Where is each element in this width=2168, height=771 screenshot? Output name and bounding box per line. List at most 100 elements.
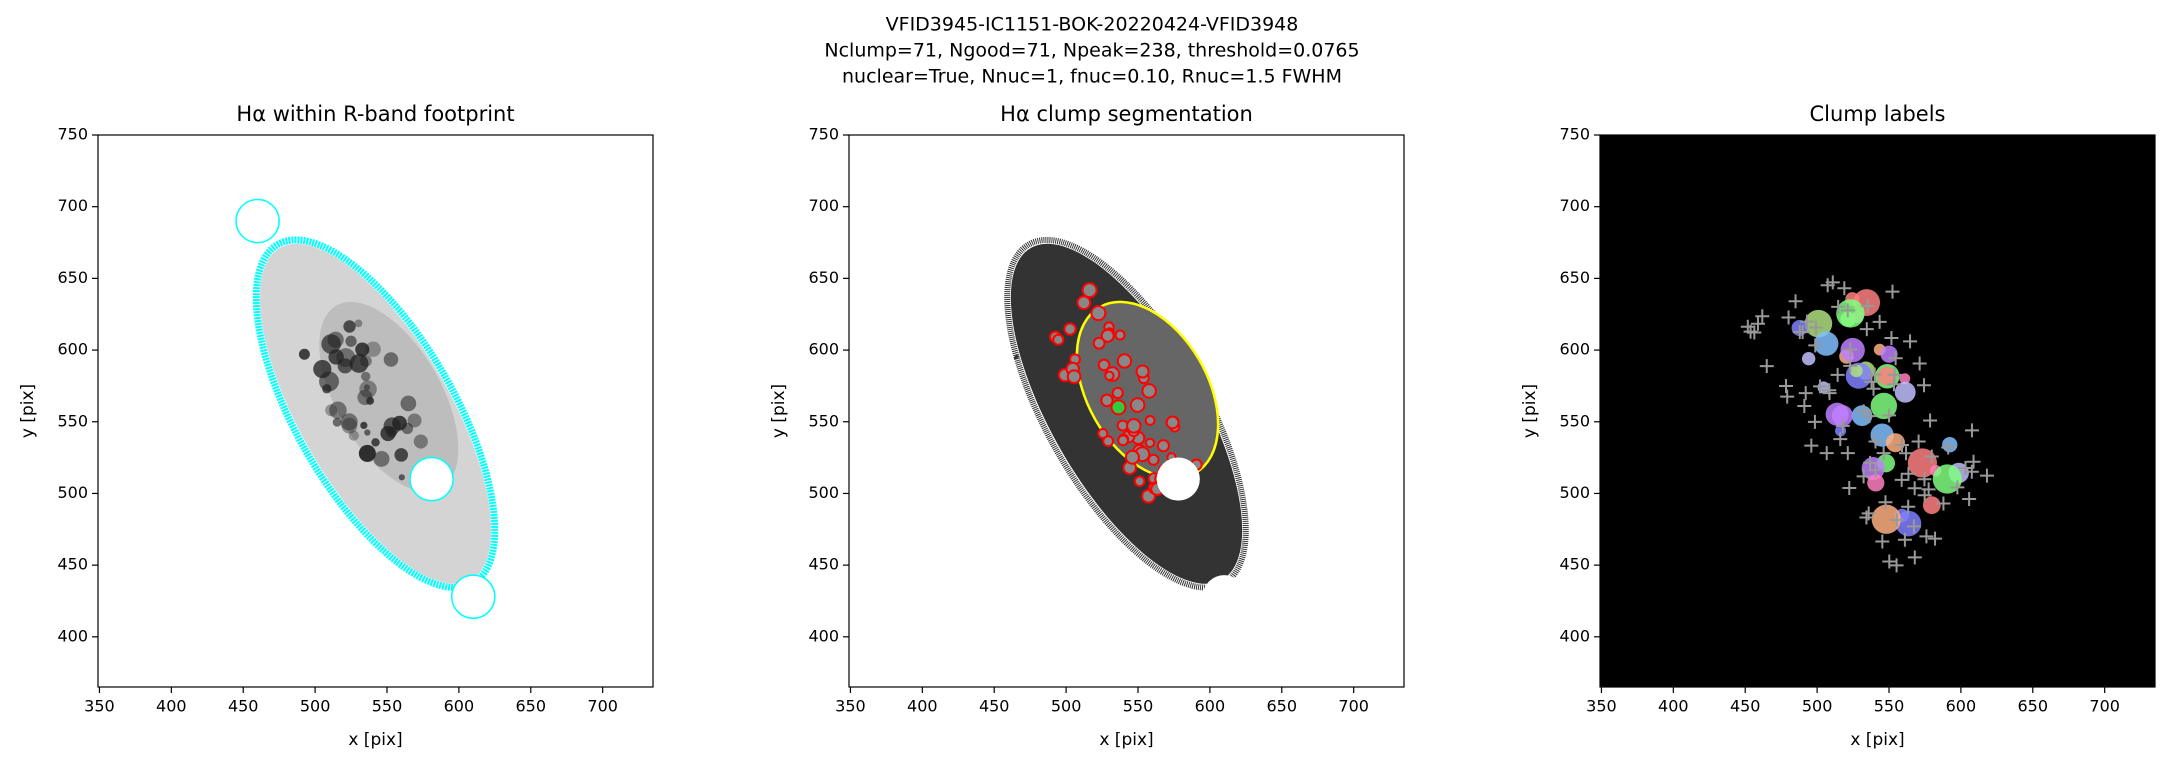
clump (1081, 282, 1098, 299)
peak-cross (1889, 558, 1904, 573)
peak-cross (1868, 434, 1883, 449)
clump (1076, 295, 1092, 311)
clump (1114, 329, 1126, 341)
peak-cross (1928, 531, 1943, 546)
peak-cross (1882, 554, 1897, 569)
clump (1100, 328, 1115, 343)
knot (329, 401, 347, 419)
mask (1202, 575, 1246, 619)
mask (409, 456, 454, 502)
peak-cross (1863, 455, 1878, 470)
clump (1156, 439, 1170, 453)
peak-cross (1923, 413, 1938, 428)
x-tick-label: 400 (907, 697, 938, 716)
x-tick-label: 350 (1586, 697, 1617, 716)
knot (365, 341, 381, 357)
y-tick-label: 600 (57, 340, 88, 359)
y-tick-label: 500 (57, 483, 88, 502)
peak-cross (1906, 519, 1921, 534)
knot (340, 413, 358, 431)
x-axis-label: x [pix] (348, 730, 402, 750)
knot (371, 438, 380, 447)
clump (1066, 369, 1082, 385)
knot (394, 448, 408, 462)
x-tick-label: 700 (587, 697, 618, 716)
peak-cross (1919, 529, 1934, 544)
y-tick-label: 500 (1559, 483, 1590, 502)
y-tick-label: 700 (57, 196, 88, 215)
y-tick-label: 600 (808, 340, 839, 359)
peak-cross (1958, 461, 1973, 476)
peak-cross (1912, 356, 1927, 371)
y-tick-label: 500 (808, 483, 839, 502)
knot (343, 320, 356, 333)
peak-cross (1876, 446, 1891, 461)
peak-cross (1917, 378, 1932, 393)
mask (975, 199, 1019, 243)
peak-cross (1779, 379, 1793, 394)
peak-cross (1819, 446, 1834, 461)
peak-cross (1843, 358, 1858, 373)
nucleus (1110, 399, 1127, 416)
peak-cross (1894, 438, 1909, 453)
peak-cross (1800, 314, 1815, 329)
knot (373, 450, 390, 467)
peak-cross (1962, 492, 1977, 507)
peak-cross (1840, 446, 1855, 461)
label-region (1831, 405, 1853, 427)
knot (398, 474, 405, 481)
clump (1147, 453, 1160, 466)
x-axis-label: x [pix] (1099, 730, 1153, 750)
peak-cross (1894, 472, 1909, 487)
x-tick-label: 550 (1874, 697, 1905, 716)
label-region (1932, 464, 1962, 494)
x-tick-label: 650 (516, 697, 547, 716)
label-region (1867, 474, 1885, 492)
peak-cross (1884, 330, 1899, 345)
peak-cross (1747, 325, 1762, 340)
y-tick-label: 750 (808, 125, 839, 144)
clump (1124, 449, 1140, 465)
mask (1156, 457, 1200, 501)
peak-cross (1864, 374, 1879, 389)
y-tick-label: 650 (57, 268, 88, 287)
peak-cross (1950, 480, 1965, 495)
y-tick-label: 600 (1559, 340, 1590, 359)
peak-cross (1835, 418, 1850, 433)
peak-cross (1903, 334, 1918, 349)
peak-cross (1911, 434, 1926, 449)
peak-cross (1843, 342, 1858, 357)
knot (336, 348, 356, 368)
y-tick-label: 700 (808, 196, 839, 215)
suptitle-line: nuclear=True, Nnuc=1, fnuc=0.10, Rnuc=1.… (842, 66, 1342, 88)
knot (360, 371, 371, 382)
x-tick-label: 650 (1267, 697, 1298, 716)
peak-cross (1964, 423, 1979, 438)
panel-title: Clump labels (1810, 102, 1946, 126)
knot (364, 429, 371, 436)
suptitle-line: VFID3945-IC1151-BOK-20220424-VFID3948 (886, 14, 1299, 36)
label-region (1877, 366, 1897, 386)
label-region (1885, 433, 1905, 453)
peak-cross (1831, 299, 1846, 314)
clump (1133, 475, 1146, 488)
y-tick-label: 400 (1559, 626, 1590, 645)
knot (354, 319, 363, 328)
image-layer (235, 198, 499, 619)
peak-cross (1907, 481, 1922, 496)
peak-cross (1868, 463, 1883, 478)
peak-cross (1878, 495, 1893, 510)
y-tick-label: 550 (1559, 411, 1590, 430)
y-tick-label: 450 (57, 555, 88, 574)
axes-frame (848, 134, 1405, 688)
peak-cross (1755, 309, 1770, 324)
y-tick-label: 750 (1559, 125, 1590, 144)
x-tick-label: 400 (1658, 697, 1689, 716)
x-tick-label: 600 (444, 697, 475, 716)
clump (1063, 322, 1077, 336)
knot (366, 396, 375, 405)
peak-cross (1837, 281, 1852, 296)
knot (413, 434, 428, 449)
label-region (1922, 496, 1941, 515)
